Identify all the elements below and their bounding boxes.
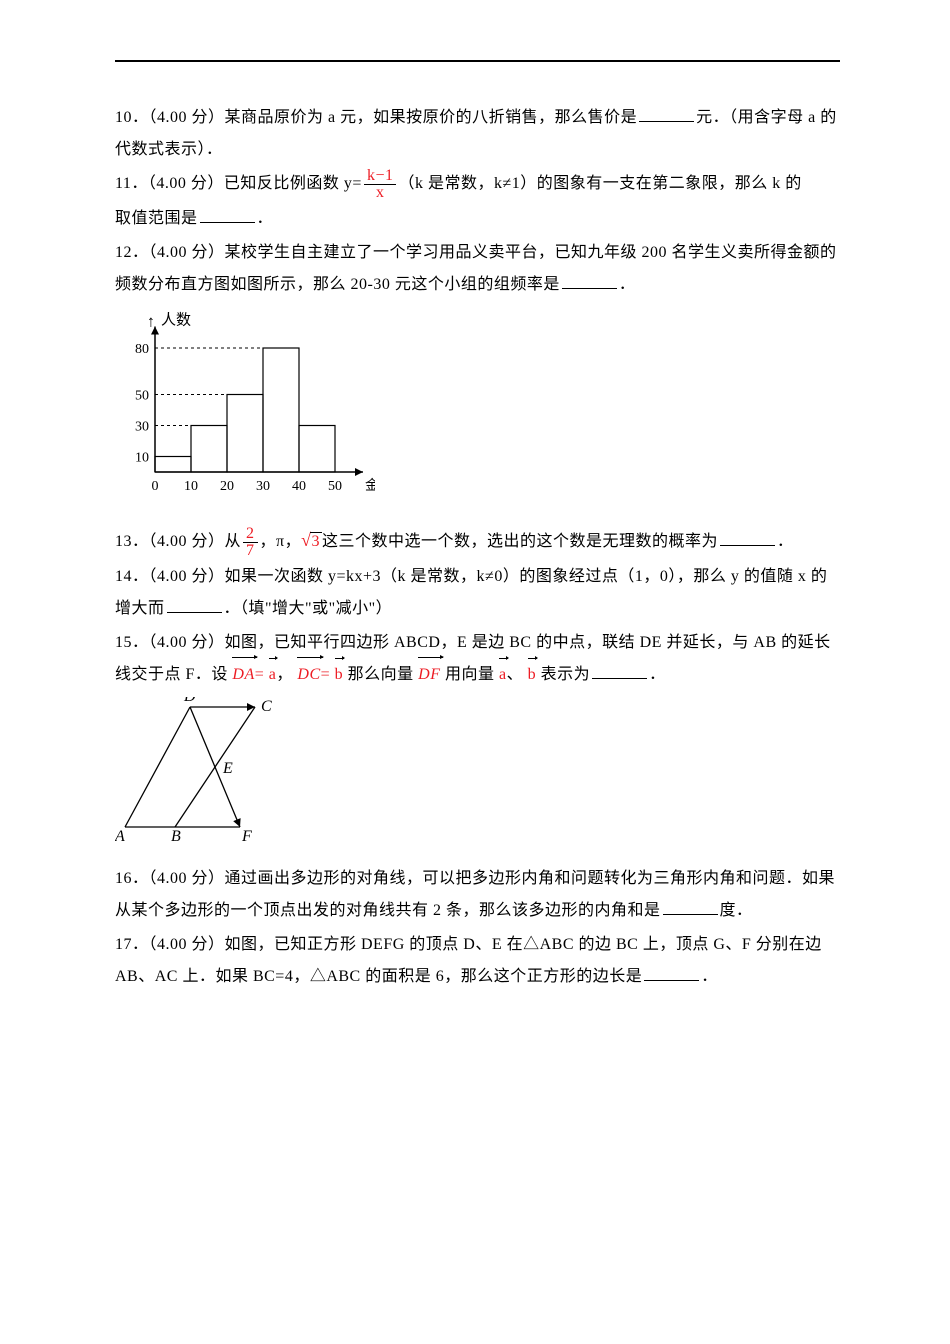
q14-blank xyxy=(167,596,222,613)
vec-a: a xyxy=(269,659,277,691)
svg-text:40: 40 xyxy=(292,479,306,494)
q15-figure: A B F D C E xyxy=(115,697,840,857)
histogram-svg: 1030508001020304050人数↑金额(元) xyxy=(115,307,375,497)
q14: 14．（4.00 分）如果一次函数 y=kx+3（k 是常数，k≠0）的图象经过… xyxy=(115,561,840,625)
q10-prefix: 10．（4.00 分）某商品原价为 a 元，如果按原价的八折销售，那么售价是 xyxy=(115,109,637,126)
q17-suffix: ． xyxy=(701,968,718,985)
q10-blank xyxy=(639,105,694,122)
svg-text:C: C xyxy=(261,698,272,715)
svg-text:人数: 人数 xyxy=(161,312,191,329)
vec-b: b xyxy=(335,659,344,691)
svg-text:↑: ↑ xyxy=(147,314,155,331)
q13-p1: 13．（4.00 分）从 xyxy=(115,533,241,550)
vec-DC: DC xyxy=(297,659,320,691)
svg-text:80: 80 xyxy=(135,342,149,357)
q12-histogram: 1030508001020304050人数↑金额(元) xyxy=(115,307,840,502)
q15: 15．（4.00 分）如图，已知平行四边形 ABCD，E 是边 BC 的中点，联… xyxy=(115,627,840,691)
svg-text:50: 50 xyxy=(328,479,342,494)
q11-fraction: k−1x xyxy=(364,168,397,201)
q12-suffix: ． xyxy=(619,276,636,293)
svg-text:50: 50 xyxy=(135,389,149,404)
q12: 12．（4.00 分）某校学生自主建立了一个学习用品义卖平台，已知九年级 200… xyxy=(115,237,840,301)
q13: 13．（4.00 分）从27，π，√3这三个数中选一个数，选出的这个数是无理数的… xyxy=(115,522,840,559)
q11-p3: 取值范围是 xyxy=(115,210,198,227)
q11-line2: 取值范围是 ． xyxy=(115,203,840,235)
q17: 17．（4.00 分）如图，已知正方形 DEFG 的顶点 D、E 在△ABC 的… xyxy=(115,929,840,993)
q13-p2: ，π， xyxy=(260,533,302,550)
parallelogram-svg: A B F D C E xyxy=(115,697,285,852)
svg-text:10: 10 xyxy=(135,451,149,466)
q15-mid3: 表示为 xyxy=(541,666,591,683)
q13-sqrt: √3 xyxy=(301,522,322,558)
svg-text:金额(元): 金额(元) xyxy=(365,478,375,494)
q16: 16．（4.00 分）通过画出多边形的对角线，可以把多边形内角和问题转化为三角形… xyxy=(115,863,840,927)
q11-suffix: ． xyxy=(257,210,274,227)
q13-suffix: ． xyxy=(777,533,794,550)
q11-blank xyxy=(200,206,255,223)
q12-blank xyxy=(562,272,617,289)
q11-p1: 11．（4.00 分）已知反比例函数 y= xyxy=(115,175,362,192)
svg-text:D: D xyxy=(183,697,196,705)
q15-mid: 那么向量 xyxy=(348,666,414,683)
top-rule xyxy=(115,60,840,62)
vec-DA: DA xyxy=(232,659,254,691)
q13-p3: 这三个数中选一个数，选出的这个数是无理数的概率为 xyxy=(322,533,718,550)
svg-text:E: E xyxy=(222,760,233,777)
svg-text:A: A xyxy=(115,828,125,845)
q15-blank xyxy=(592,662,647,679)
vec-b2: b xyxy=(528,659,537,691)
q13-fraction: 27 xyxy=(243,526,258,559)
svg-text:F: F xyxy=(241,828,252,845)
vec-a2: a xyxy=(499,659,507,691)
q15-suffix: ． xyxy=(649,666,666,683)
q14-suffix: ．（填"增大"或"减小"） xyxy=(224,600,393,617)
q16-blank xyxy=(663,898,718,915)
svg-text:30: 30 xyxy=(135,420,149,435)
q10: 10．（4.00 分）某商品原价为 a 元，如果按原价的八折销售，那么售价是元．… xyxy=(115,102,840,166)
q14-t1: 14．（4.00 分）如果一次函数 y=kx+3（k 是常数，k≠0）的图象经过… xyxy=(115,568,827,617)
svg-text:B: B xyxy=(171,828,181,845)
vec-DF: DF xyxy=(418,659,440,691)
svg-text:20: 20 xyxy=(220,479,234,494)
q11-p2: （k 是常数，k≠1）的图象有一支在第二象限，那么 k 的 xyxy=(398,175,801,192)
q13-blank xyxy=(720,529,775,546)
q16-suffix: 度． xyxy=(720,902,753,919)
q11: 11．（4.00 分）已知反比例函数 y=k−1x（k 是常数，k≠1）的图象有… xyxy=(115,168,840,201)
q12-t1: 12．（4.00 分）某校学生自主建立了一个学习用品义卖平台，已知九年级 200… xyxy=(115,244,837,293)
svg-text:10: 10 xyxy=(184,479,198,494)
q15-mid2: 用向量 xyxy=(445,666,495,683)
svg-text:30: 30 xyxy=(256,479,270,494)
q17-blank xyxy=(644,964,699,981)
svg-text:0: 0 xyxy=(152,479,159,494)
